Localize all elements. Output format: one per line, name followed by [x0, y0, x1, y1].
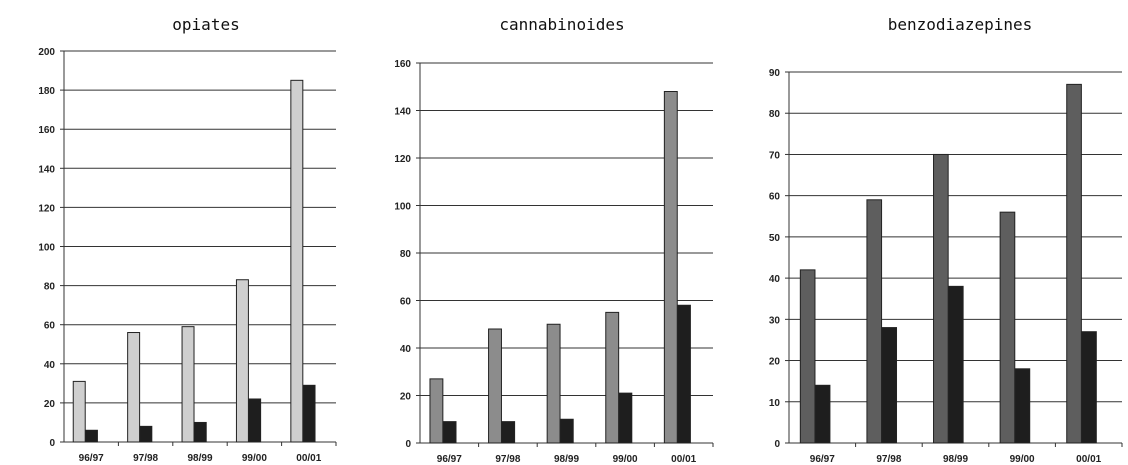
x-tick-label: 98/99 — [943, 454, 968, 465]
x-tick-label: 97/98 — [876, 454, 901, 465]
x-tick-label: 99/00 — [613, 454, 638, 465]
y-tick-label: 20 — [44, 399, 56, 410]
y-tick-label: 60 — [44, 321, 56, 332]
bar-primary-98-99 — [933, 153, 949, 444]
bar-secondary-00-01 — [1081, 331, 1097, 444]
y-tick-label: 0 — [774, 439, 780, 450]
y-tick-label: 60 — [400, 297, 412, 308]
bar-primary-00-01 — [1066, 83, 1082, 444]
chart-title: opiates — [172, 15, 239, 34]
x-tick-label: 97/98 — [495, 454, 520, 465]
y-tick-label: 70 — [769, 150, 781, 161]
x-tick-label: 96/97 — [437, 454, 462, 465]
x-tick-label: 00/01 — [296, 453, 321, 464]
y-tick-label: 40 — [769, 274, 781, 285]
y-tick-label: 160 — [38, 125, 55, 136]
x-tick-label: 99/00 — [1010, 454, 1035, 465]
chart-1: opiates 0 20 40 60 80 100 120 140 160 180 200 96/97 9… — [38, 15, 337, 464]
bar-primary-99-00 — [235, 279, 249, 443]
bar-secondary-96-97 — [814, 384, 831, 444]
bar-secondary-96-97 — [442, 421, 457, 444]
y-tick-label: 180 — [38, 86, 55, 97]
bar-secondary-00-01 — [677, 304, 691, 444]
y-tick-label: 60 — [769, 192, 781, 203]
bar-secondary-99-00 — [618, 392, 633, 444]
y-tick-label: 100 — [394, 202, 411, 213]
bar-primary-98-99 — [546, 323, 561, 444]
x-tick-label: 98/99 — [187, 453, 212, 464]
bar-primary-97-98 — [488, 328, 502, 444]
y-tick-label: 40 — [44, 360, 56, 371]
bar-primary-96-97 — [799, 269, 816, 444]
bar-secondary-99-00 — [248, 398, 262, 443]
x-tick-label: 00/01 — [1076, 454, 1101, 465]
chart-3: benzodiazepines 0 10 20 30 40 50 60 70 80 90 96/97 9… — [769, 15, 1123, 465]
x-tick-label: 96/97 — [810, 454, 835, 465]
bar-primary-99-00 — [605, 311, 620, 444]
y-tick-label: 120 — [38, 203, 55, 214]
y-tick-label: 160 — [394, 59, 411, 70]
y-tick-label: 20 — [769, 357, 781, 368]
bar-secondary-98-99 — [559, 418, 574, 444]
chart-2: cannabinoides 0 20 40 60 80 100 120 140 160 96/97 9… — [394, 15, 714, 465]
y-tick-label: 80 — [769, 109, 781, 120]
y-tick-label: 20 — [400, 392, 412, 403]
bar-primary-96-97 — [72, 380, 86, 443]
bar-secondary-99-00 — [1014, 368, 1031, 444]
y-tick-label: 0 — [49, 438, 55, 449]
x-tick-label: 96/97 — [79, 453, 104, 464]
bar-secondary-97-98 — [139, 425, 153, 443]
y-tick-label: 40 — [400, 344, 412, 355]
bar-primary-97-98 — [127, 332, 141, 443]
y-tick-label: 10 — [769, 398, 781, 409]
chart-title: cannabinoides — [499, 15, 624, 34]
y-tick-label: 80 — [400, 249, 412, 260]
bar-secondary-97-98 — [881, 327, 898, 444]
x-tick-label: 00/01 — [671, 454, 696, 465]
x-tick-label: 97/98 — [133, 453, 158, 464]
bar-primary-00-01 — [663, 91, 678, 444]
y-tick-label: 120 — [394, 154, 411, 165]
y-tick-label: 30 — [769, 315, 781, 326]
bar-secondary-97-98 — [501, 421, 516, 444]
bar-primary-00-01 — [290, 79, 304, 443]
bar-primary-98-99 — [181, 326, 195, 443]
bar-secondary-96-97 — [84, 429, 98, 443]
y-tick-label: 80 — [44, 282, 56, 293]
chart-title: benzodiazepines — [888, 15, 1033, 34]
bar-secondary-00-01 — [302, 384, 316, 443]
x-tick-label: 99/00 — [242, 453, 267, 464]
y-tick-label: 90 — [769, 68, 781, 79]
bar-primary-96-97 — [429, 378, 444, 444]
y-tick-label: 100 — [38, 243, 55, 254]
bar-primary-99-00 — [999, 211, 1016, 444]
bar-secondary-98-99 — [193, 421, 207, 443]
x-tick-label: 98/99 — [554, 454, 579, 465]
bar-primary-97-98 — [866, 199, 883, 444]
y-tick-label: 50 — [769, 233, 781, 244]
y-tick-label: 0 — [405, 439, 411, 450]
y-tick-label: 140 — [394, 107, 411, 118]
y-tick-label: 200 — [38, 47, 55, 58]
bar-secondary-98-99 — [947, 285, 964, 444]
y-tick-label: 140 — [38, 164, 55, 175]
